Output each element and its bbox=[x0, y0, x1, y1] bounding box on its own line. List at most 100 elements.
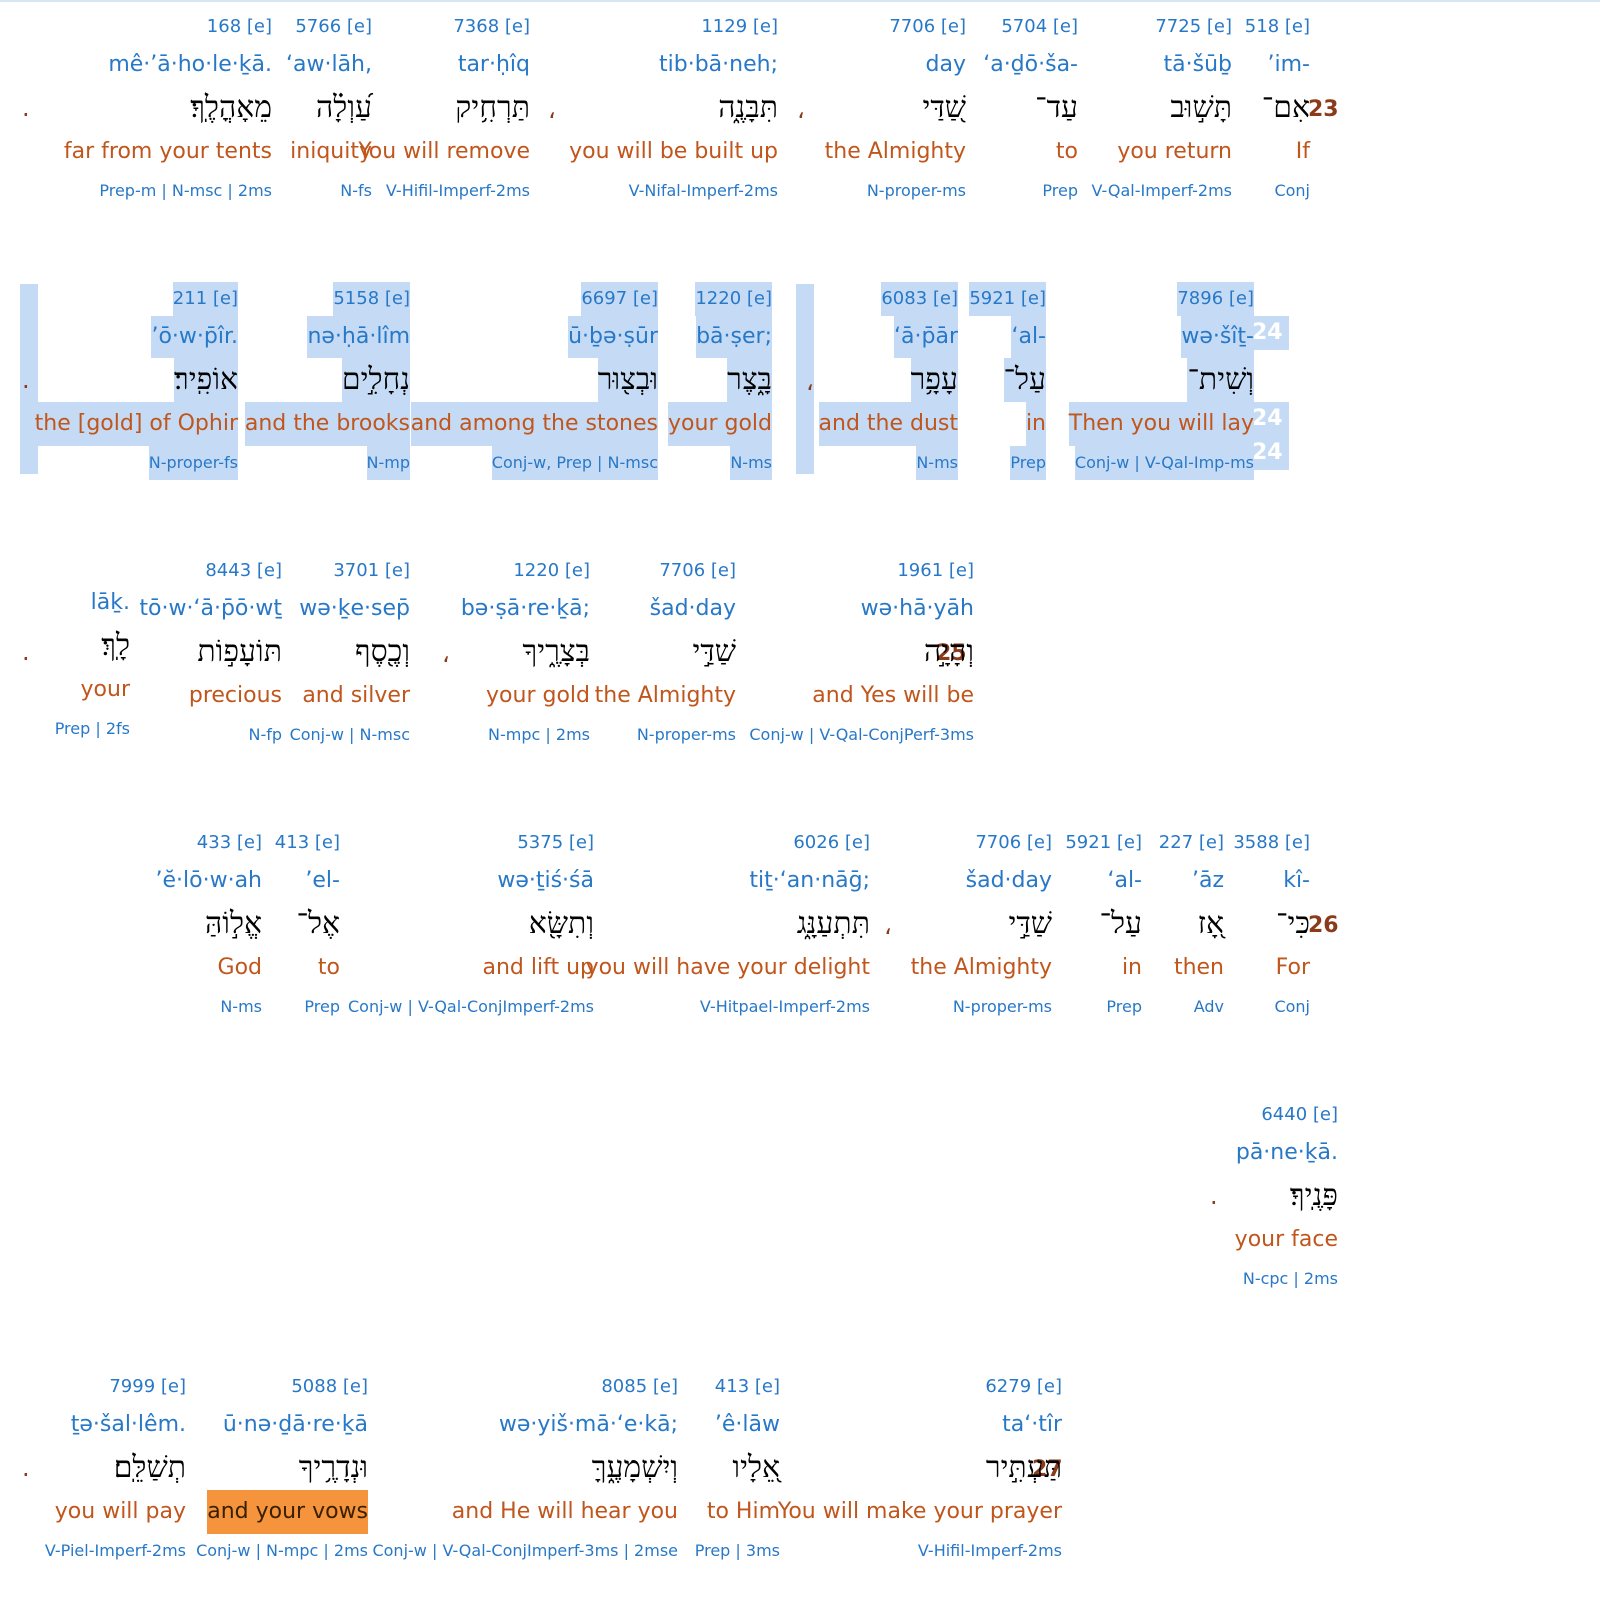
parsing-link[interactable]: N-proper-fs bbox=[148, 446, 238, 480]
word-you-will-remove[interactable]: 7368 [e] tar·ḥîq תַּרְחִ֥יק You will rem… bbox=[358, 2, 530, 202]
word-and-he-will-hear-you[interactable]: 8085 [e] wə·yiš·mā·‘e·kā; וְיִשְׁמָעֶ֑ךָ… bbox=[372, 1362, 678, 1562]
parsing-link[interactable]: Conj bbox=[1274, 997, 1310, 1016]
strongs-link[interactable]: 5158 [e] bbox=[333, 282, 410, 316]
word-your-gold[interactable]: 1220 [e] bə·ṣā·re·ḵā; בְּצָרֶ֑יךָ your g… bbox=[461, 546, 590, 746]
word-the-almighty[interactable]: 7706 [e] šad·day שַׁדַּ֣י the Almighty N… bbox=[595, 546, 736, 746]
strongs-link[interactable]: 1961 [e] bbox=[897, 560, 974, 581]
word-far-from-your-tents[interactable]: 168 [e] mê·’ā·ho·le·ḵā. מֵאָהֳלֶֽךָ׃ far… bbox=[64, 2, 272, 202]
parsing-link[interactable]: N-mpc | 2ms bbox=[488, 725, 590, 744]
verse-number[interactable]: 27 bbox=[1032, 1457, 1063, 1482]
word-then[interactable]: 227 [e] ’āz אָ֭ז then Adv bbox=[1159, 818, 1224, 1018]
strongs-link[interactable]: 7896 [e] bbox=[1177, 282, 1254, 316]
parsing-link[interactable]: Prep bbox=[1042, 181, 1078, 200]
word-and-the-dust[interactable]: 6083 [e] ‘ā·p̄ār עָפָ֥ר and the dust N-m… bbox=[818, 274, 958, 480]
word-to[interactable]: 413 [e] ’el- אֶל־ to Prep bbox=[275, 818, 340, 1018]
word-god[interactable]: 433 [e] ’ĕ·lō·w·ah אֱל֣וֹהַּ God N-ms bbox=[156, 818, 263, 1018]
word-in[interactable]: 5921 [e] ‘al- עַל־ in Prep bbox=[1065, 818, 1142, 1018]
strongs-link[interactable]: 7706 [e] bbox=[659, 560, 736, 581]
word-you-will-have-your-delight[interactable]: 6026 [e] tiṯ·‘an·nāḡ; תִּתְעַנָּ֑ג you w… bbox=[586, 818, 870, 1018]
strongs-link[interactable]: 5704 [e] bbox=[1001, 16, 1078, 37]
word-in[interactable]: 5921 [e] ‘al- עַל־ in Prep bbox=[969, 274, 1046, 480]
strongs-link[interactable]: 7706 [e] bbox=[889, 16, 966, 37]
strongs-link[interactable]: 211 [e] bbox=[172, 282, 238, 316]
strongs-link[interactable]: 5375 [e] bbox=[517, 832, 594, 853]
word-your-gold[interactable]: 1220 [e] bā·ṣer; בָּ֑צֶר your gold N-ms bbox=[668, 274, 772, 480]
parsing-link[interactable]: N-ms bbox=[916, 446, 958, 480]
verse-number[interactable]: 23 bbox=[1308, 97, 1339, 122]
strongs-link[interactable]: 7999 [e] bbox=[109, 1376, 186, 1397]
strongs-link[interactable]: 6026 [e] bbox=[793, 832, 870, 853]
strongs-link[interactable]: 1220 [e] bbox=[513, 560, 590, 581]
parsing-link[interactable]: V-Nifal-Imperf-2ms bbox=[628, 181, 778, 200]
word-your-face[interactable]: 6440 [e] pā·ne·ḵā. פָּנֶֽיךָ׃ your face … bbox=[1235, 1090, 1338, 1290]
word-if[interactable]: 518 [e] ’im- אִם־ If Conj bbox=[1245, 2, 1310, 202]
word-for[interactable]: 3588 [e] kî- כִּי־ For Conj bbox=[1233, 818, 1310, 1018]
parsing-link[interactable]: N-cpc | 2ms bbox=[1242, 1269, 1338, 1288]
parsing-link[interactable]: V-Hifil-Imperf-2ms bbox=[385, 181, 530, 200]
parsing-link[interactable]: V-Piel-Imperf-2ms bbox=[44, 1541, 186, 1560]
word-then-you-will-lay[interactable]: 7896 [e] wə·šîṯ- וְשִׁית־ Then you will … bbox=[1068, 274, 1254, 480]
parsing-link[interactable]: Prep bbox=[1106, 997, 1142, 1016]
strongs-link[interactable]: 7368 [e] bbox=[453, 16, 530, 37]
parsing-link[interactable]: V-Hitpael-Imperf-2ms bbox=[699, 997, 870, 1016]
strongs-link[interactable]: 518 [e] bbox=[1244, 16, 1310, 37]
strongs-link[interactable]: 6440 [e] bbox=[1261, 1104, 1338, 1125]
strongs-link[interactable]: 5921 [e] bbox=[969, 282, 1046, 316]
word-and-the-brooks[interactable]: 5158 [e] nə·ḥā·lîm נְחָלִ֣ים and the bro… bbox=[244, 274, 410, 480]
strongs-link[interactable]: 413 [e] bbox=[714, 1376, 780, 1397]
parsing-link[interactable]: Adv bbox=[1193, 997, 1224, 1016]
word-precious[interactable]: 8443 [e] tō·w·‘ā·p̄ō·wṯ תּוֹעָפ֣וֹת prec… bbox=[139, 546, 282, 746]
strongs-link[interactable]: 5921 [e] bbox=[1065, 832, 1142, 853]
parsing-link[interactable]: N-ms bbox=[220, 997, 262, 1016]
word-and-silver[interactable]: 3701 [e] wə·ḵe·sep̄ וְכֶ֖סֶף and silver … bbox=[290, 546, 410, 746]
word-built-up[interactable]: 1129 [e] tib·bā·neh; תִּבָּנֶ֑ה you will… bbox=[569, 2, 778, 202]
strongs-link[interactable]: 7706 [e] bbox=[975, 832, 1052, 853]
word-and-among-the-stones[interactable]: 6697 [e] ū·ḇə·ṣūr וּבְצ֖וּר and among th… bbox=[410, 274, 658, 480]
strongs-link[interactable]: 1129 [e] bbox=[701, 16, 778, 37]
parsing-link[interactable]: N-proper-ms bbox=[636, 725, 736, 744]
strongs-link[interactable]: 6697 [e] bbox=[581, 282, 658, 316]
strongs-link[interactable]: 8443 [e] bbox=[205, 560, 282, 581]
verse-number[interactable]: 26 bbox=[1308, 913, 1339, 938]
word-to-him[interactable]: 413 [e] ’ê·lāw אֵ֭לָיו to Him Prep | 3ms bbox=[695, 1362, 780, 1562]
strongs-link[interactable]: 5766 [e] bbox=[295, 16, 372, 37]
parsing-link[interactable]: Conj-w | V-Qal-ConjImperf-3ms | 2mse bbox=[372, 1541, 678, 1560]
parsing-link[interactable]: N-ms bbox=[730, 446, 772, 480]
word-you-return[interactable]: 7725 [e] tā·šūḇ תָּשׁ֣וּב you return V-Q… bbox=[1092, 2, 1233, 202]
parsing-link[interactable]: N-fs bbox=[340, 181, 372, 200]
word-your[interactable]: lāḵ. לָֽךְ׃ your Prep | 2fs bbox=[55, 546, 130, 746]
parsing-link[interactable]: Conj-w | V-Qal-ConjImperf-2ms bbox=[347, 997, 594, 1016]
parsing-link[interactable]: Conj-w | V-Qal-ConjPerf-3ms bbox=[749, 725, 974, 744]
word-the-almighty[interactable]: 7706 [e] šad·day שַׁדַּ֣י the Almighty N… bbox=[911, 818, 1052, 1018]
parsing-link[interactable]: Prep bbox=[1010, 446, 1046, 480]
strongs-link[interactable]: 5088 [e] bbox=[291, 1376, 368, 1397]
parsing-link[interactable]: N-mp bbox=[366, 446, 410, 480]
strongs-link[interactable]: 227 [e] bbox=[1158, 832, 1224, 853]
strongs-link[interactable]: 3588 [e] bbox=[1233, 832, 1310, 853]
strongs-link[interactable]: 413 [e] bbox=[274, 832, 340, 853]
strongs-link[interactable]: 1220 [e] bbox=[695, 282, 772, 316]
parsing-link[interactable]: Conj-w | V-Qal-Imp-ms bbox=[1074, 446, 1254, 480]
parsing-link[interactable]: Conj-w | N-mpc | 2ms bbox=[196, 1541, 368, 1560]
strongs-link[interactable]: 8085 [e] bbox=[601, 1376, 678, 1397]
word-and-yes-will-be[interactable]: 1961 [e] wə·hā·yāh וְהָיָ֣ה and Yes will… bbox=[749, 546, 974, 746]
word-gold-of-ophir[interactable]: 211 [e] ’ō·w·p̄îr. אוֹפִֽיר׃ the [gold] … bbox=[34, 274, 238, 480]
word-to[interactable]: 5704 [e] ‘a·ḏō·ša- עַד־ to Prep bbox=[983, 2, 1078, 202]
parsing-link[interactable]: Prep bbox=[304, 997, 340, 1016]
word-and-your-vows[interactable]: 5088 [e] ū·nə·ḏā·re·ḵā וּנְדָרֶ֥יךָ and … bbox=[196, 1362, 368, 1562]
word-you-will-pay[interactable]: 7999 [e] ṯə·šal·lêm. תְשַׁלֵּֽם׃ you wil… bbox=[45, 1362, 186, 1562]
strongs-link[interactable]: 168 [e] bbox=[206, 16, 272, 37]
strongs-link[interactable]: 433 [e] bbox=[196, 832, 262, 853]
strongs-link[interactable]: 6279 [e] bbox=[985, 1376, 1062, 1397]
parsing-link[interactable]: Prep | 2fs bbox=[54, 719, 130, 738]
word-the-almighty[interactable]: 7706 [e] day שַׁ֭דַּי the Almighty N-pro… bbox=[825, 2, 966, 202]
parsing-link[interactable]: Conj bbox=[1274, 181, 1310, 200]
parsing-link[interactable]: N-fp bbox=[248, 725, 282, 744]
parsing-link[interactable]: V-Qal-Imperf-2ms bbox=[1091, 181, 1233, 200]
parsing-link[interactable]: V-Hifil-Imperf-2ms bbox=[917, 1541, 1062, 1560]
word-you-will-make-your-prayer[interactable]: 6279 [e] ta‘·tîr תַּעְתִּ֣יר You will ma… bbox=[778, 1362, 1062, 1562]
parsing-link[interactable]: Prep | 3ms bbox=[694, 1541, 780, 1560]
strongs-link[interactable]: 6083 [e] bbox=[881, 282, 958, 316]
word-and-lift-up[interactable]: 5375 [e] wə·ṯiś·śā וְתִשָּׂ֖א and lift u… bbox=[348, 818, 594, 1018]
word-iniquity[interactable]: 5766 [e] ‘aw·lāh, עַ֝וְלָ֗ה iniquity N-f… bbox=[286, 2, 372, 202]
